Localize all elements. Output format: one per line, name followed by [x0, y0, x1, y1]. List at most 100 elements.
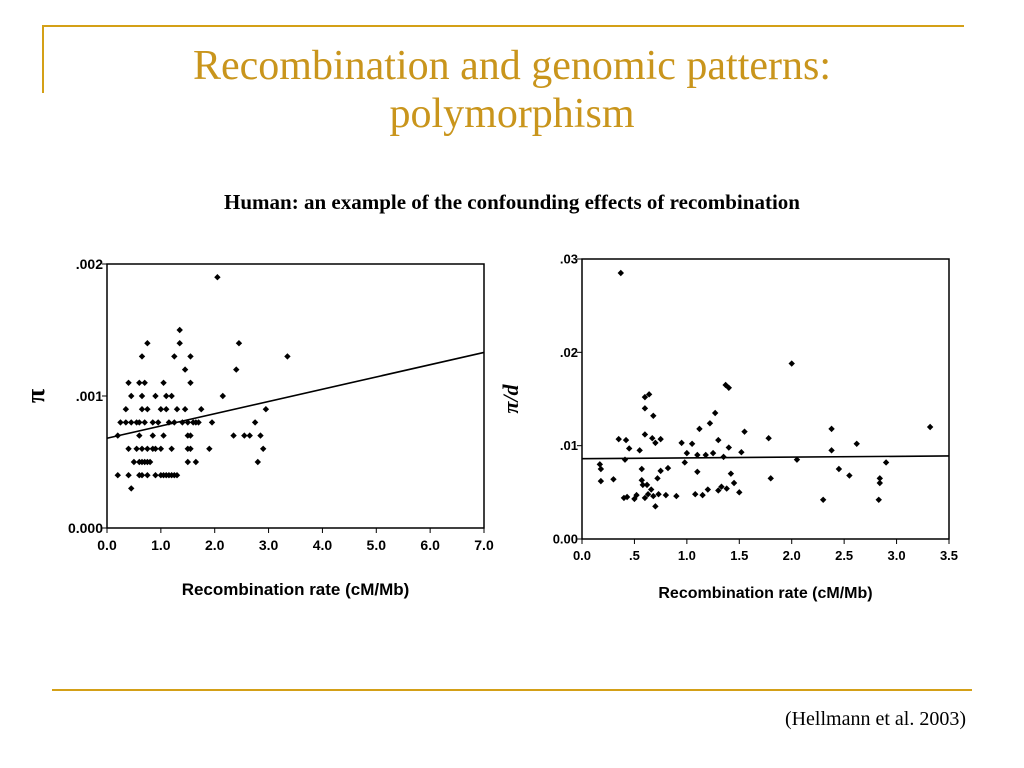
y-tick-label: .002 [76, 256, 103, 272]
x-tick-label: 2.0 [205, 537, 225, 553]
data-point [765, 435, 772, 442]
plot-frame [581, 258, 950, 540]
left-border-line [42, 25, 44, 93]
data-point [181, 406, 189, 413]
x-tick-label: 1.0 [678, 548, 696, 563]
data-point [284, 353, 291, 360]
x-tick-label: 5.0 [367, 537, 387, 553]
data-point [152, 445, 159, 452]
data-point [219, 392, 226, 400]
x-tick-label: 0.0 [97, 537, 117, 553]
data-point [163, 406, 170, 413]
data-point [176, 326, 183, 334]
data-point [617, 269, 624, 277]
data-point [709, 449, 717, 457]
data-point [597, 465, 605, 473]
data-point [725, 444, 732, 451]
data-point [643, 481, 651, 489]
data-point [181, 366, 189, 373]
data-point [654, 475, 661, 482]
data-point [876, 479, 883, 487]
data-point [736, 489, 743, 496]
x-tick-label: .5 [629, 548, 640, 563]
data-point [699, 491, 706, 499]
y-tick-label: 0.00 [553, 532, 578, 547]
data-point [673, 492, 680, 500]
data-point [730, 479, 738, 487]
data-point [130, 458, 138, 466]
data-point [133, 445, 140, 452]
x-tick-label: 3.0 [888, 548, 906, 563]
data-point [128, 485, 135, 492]
data-point [144, 472, 151, 479]
data-point [149, 432, 156, 439]
data-point [788, 360, 795, 367]
data-point [176, 340, 183, 347]
data-point [192, 458, 200, 466]
data-point [168, 392, 175, 400]
x-tick-label: 6.0 [420, 537, 440, 553]
slide-title-line2: polymorphism [389, 91, 635, 137]
data-point [650, 412, 657, 419]
x-tick-label: 0.0 [573, 548, 591, 563]
data-point [694, 468, 701, 475]
data-point [655, 491, 662, 498]
data-point [141, 379, 148, 386]
data-point [122, 406, 130, 413]
data-point [241, 432, 248, 439]
data-point [146, 458, 154, 466]
data-point [926, 423, 934, 431]
data-point [230, 432, 237, 439]
data-point [138, 406, 146, 413]
data-point [650, 492, 657, 500]
data-point [688, 440, 696, 447]
data-point [649, 435, 656, 442]
data-point [128, 419, 135, 426]
data-point [187, 353, 194, 360]
data-point [149, 419, 156, 426]
data-point [251, 419, 259, 426]
data-point [706, 420, 714, 427]
data-point [664, 464, 672, 472]
data-point [184, 458, 191, 466]
data-point [195, 419, 202, 426]
data-point [125, 472, 132, 479]
data-point [136, 379, 143, 386]
data-point [152, 392, 159, 400]
data-point [621, 456, 629, 463]
data-point [138, 392, 146, 400]
x-tick-label: 4.0 [313, 537, 333, 553]
slide-title: Recombination and genomic patterns: poly… [60, 42, 964, 138]
data-point [144, 406, 151, 413]
data-point [681, 459, 688, 466]
data-point [128, 392, 135, 400]
data-point [233, 366, 240, 373]
x-axis-label: Recombination rate (cM/Mb) [182, 580, 410, 599]
data-point [639, 481, 647, 489]
data-point [683, 449, 691, 457]
data-point [117, 419, 124, 426]
x-axis-label: Recombination rate (cM/Mb) [658, 585, 872, 602]
x-tick-label: 3.5 [940, 548, 958, 563]
data-point [704, 486, 712, 493]
data-point [163, 392, 170, 400]
data-point [144, 340, 151, 347]
data-point [187, 432, 194, 439]
bottom-border-line [52, 689, 972, 691]
data-point [702, 451, 709, 459]
data-point [875, 496, 882, 503]
data-point [138, 472, 146, 479]
data-point [138, 445, 146, 452]
y-axis-label: π [21, 389, 50, 403]
data-point [638, 465, 645, 473]
trend-line [106, 351, 485, 440]
data-point [246, 432, 253, 439]
x-tick-label: 1.0 [151, 537, 171, 553]
top-border-line [42, 25, 964, 27]
scatter-chart-pi-over-d: 0.0 .5 1.0 1.5 2.0 2.5 3.0 3.5 .03 .02 .01 0.00 Reco… [498, 252, 958, 602]
data-point [173, 406, 181, 413]
data-point [160, 379, 167, 386]
y-tick-label: .03 [560, 252, 578, 267]
x-tick-label: 2.5 [835, 548, 853, 563]
data-point [692, 491, 699, 498]
